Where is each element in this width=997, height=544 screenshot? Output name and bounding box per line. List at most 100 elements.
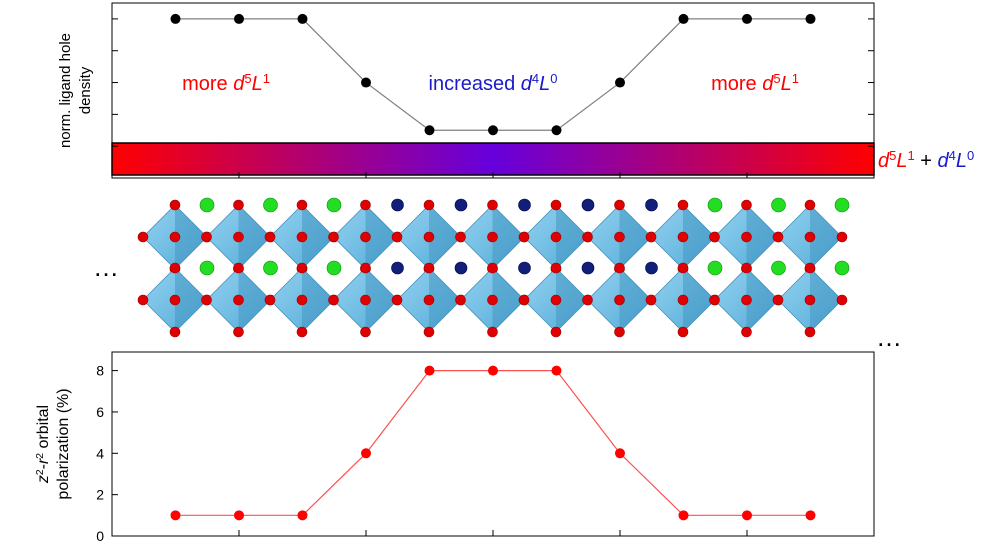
text-segment: 1 xyxy=(263,71,270,86)
oxygen-atom xyxy=(170,327,180,337)
text-segment: 5 xyxy=(773,71,780,86)
data-point xyxy=(234,14,244,24)
a-site-atom xyxy=(772,261,786,275)
oxygen-atom xyxy=(456,232,466,242)
data-point xyxy=(298,510,308,520)
oxygen-atom xyxy=(265,232,275,242)
oxygen-atom xyxy=(234,263,244,273)
oxygen-atom xyxy=(424,232,434,242)
text-segment: 4 xyxy=(949,148,956,163)
data-point xyxy=(298,14,308,24)
y-tick-label: 0 xyxy=(96,528,104,544)
oxygen-atom xyxy=(742,327,752,337)
oxygen-atom xyxy=(424,263,434,273)
a-site-atom xyxy=(708,261,722,275)
oxygen-atom xyxy=(678,327,688,337)
oxygen-atom xyxy=(424,200,434,210)
text-segment: more xyxy=(182,73,233,95)
a-site-atom xyxy=(772,198,786,212)
oxygen-atom xyxy=(742,295,752,305)
oxygen-atom xyxy=(583,295,593,305)
text-segment: 0 xyxy=(550,71,557,86)
text-segment: 1 xyxy=(907,148,914,163)
ellipsis: … xyxy=(876,322,902,352)
oxygen-atom xyxy=(742,263,752,273)
text-segment: L xyxy=(781,73,792,95)
oxygen-atom xyxy=(138,295,148,305)
data-point xyxy=(171,14,181,24)
oxygen-atom xyxy=(615,263,625,273)
a-site-atom xyxy=(264,198,278,212)
a-site-atom xyxy=(519,199,531,211)
data-point xyxy=(361,448,371,458)
plot-frame xyxy=(112,352,874,536)
text-segment: polarization (%) xyxy=(55,388,72,499)
oxygen-atom xyxy=(488,200,498,210)
oxygen-atom xyxy=(615,200,625,210)
oxygen-atom xyxy=(805,232,815,242)
oxygen-atom xyxy=(837,232,847,242)
a-site-atom xyxy=(708,198,722,212)
oxygen-atom xyxy=(392,295,402,305)
oxygen-atom xyxy=(678,295,688,305)
oxygen-atom xyxy=(678,263,688,273)
data-point xyxy=(425,125,435,135)
y-tick-label: 2 xyxy=(96,487,104,503)
oxygen-atom xyxy=(583,232,593,242)
oxygen-atom xyxy=(488,232,498,242)
data-point xyxy=(552,366,562,376)
oxygen-atom xyxy=(646,295,656,305)
text-segment: L xyxy=(896,150,907,172)
oxygen-atom xyxy=(805,200,815,210)
a-site-atom xyxy=(646,262,658,274)
rich-text: more d5L1 xyxy=(711,71,799,96)
oxygen-atom xyxy=(265,295,275,305)
text-segment: L xyxy=(539,73,550,95)
oxygen-atom xyxy=(329,295,339,305)
a-site-atom xyxy=(519,262,531,274)
ellipsis: … xyxy=(93,252,119,282)
oxygen-atom xyxy=(456,295,466,305)
y-tick-label: 8 xyxy=(96,363,104,379)
oxygen-atom xyxy=(297,232,307,242)
rich-text: d5L1 + d4L0 xyxy=(878,148,974,173)
oxygen-atom xyxy=(361,200,371,210)
data-point xyxy=(425,366,435,376)
data-point xyxy=(234,510,244,520)
oxygen-atom xyxy=(678,232,688,242)
oxygen-atom xyxy=(488,327,498,337)
oxygen-atom xyxy=(329,232,339,242)
text-segment: 1 xyxy=(792,71,799,86)
oxygen-atom xyxy=(170,295,180,305)
oxygen-atom xyxy=(710,232,720,242)
oxygen-atom xyxy=(615,295,625,305)
rich-text: z2-r2 orbital xyxy=(35,405,53,484)
oxygen-atom xyxy=(170,200,180,210)
oxygen-atom xyxy=(551,232,561,242)
oxygen-atom xyxy=(742,232,752,242)
oxygen-atom xyxy=(202,232,212,242)
oxygen-atom xyxy=(551,200,561,210)
text-segment: z xyxy=(35,475,52,484)
oxygen-atom xyxy=(297,200,307,210)
y-axis-label: norm. ligand hole xyxy=(57,33,74,148)
a-site-atom xyxy=(835,198,849,212)
data-point xyxy=(806,510,816,520)
data-point xyxy=(552,125,562,135)
a-site-atom xyxy=(392,262,404,274)
oxygen-atom xyxy=(710,295,720,305)
oxygen-atom xyxy=(551,295,561,305)
rich-text: increased d4L0 xyxy=(429,71,558,96)
data-point xyxy=(679,510,689,520)
text-segment: 4 xyxy=(532,71,539,86)
data-point xyxy=(742,510,752,520)
a-site-atom xyxy=(392,199,404,211)
oxygen-atom xyxy=(837,295,847,305)
oxygen-atom xyxy=(361,295,371,305)
rich-text: polarization (%) xyxy=(55,388,72,499)
oxygen-atom xyxy=(488,263,498,273)
oxygen-atom xyxy=(234,327,244,337)
gradient-bar xyxy=(112,143,874,175)
oxygen-atom xyxy=(551,327,561,337)
oxygen-atom xyxy=(297,295,307,305)
